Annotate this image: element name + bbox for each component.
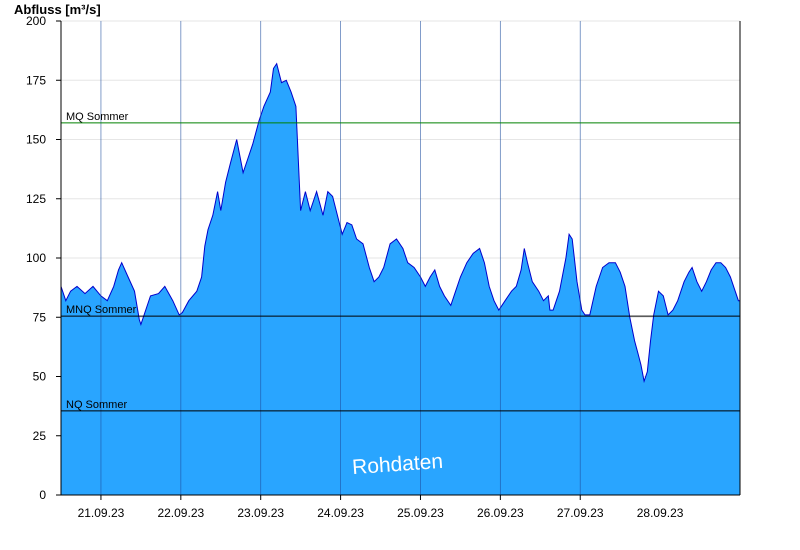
y-tick-label: 0 (39, 488, 46, 502)
y-tick-label: 100 (26, 251, 46, 265)
x-tick-label: 25.09.23 (397, 506, 444, 520)
plot-area: MQ Sommer MNQ Sommer NQ Sommer 0 25 50 75 100 12… (26, 14, 741, 520)
y-tick-label: 125 (26, 192, 46, 206)
y-axis-label: Abfluss [m³/s] (14, 2, 101, 17)
y-tick-label: 50 (33, 370, 47, 384)
y-tick-label: 75 (33, 310, 47, 324)
x-tick-label: 28.09.23 (637, 506, 684, 520)
x-tick-label: 24.09.23 (317, 506, 364, 520)
x-tick-label: 23.09.23 (237, 506, 284, 520)
discharge-area (61, 63, 740, 495)
y-tick-label: 25 (33, 429, 47, 443)
y-tick-label: 200 (26, 14, 46, 28)
discharge-line (60, 62, 740, 384)
x-tick-label: 26.09.23 (477, 506, 524, 520)
y-tick-label: 175 (26, 73, 46, 87)
reference-line-label: NQ Sommer (66, 399, 127, 411)
x-tick-label: 21.09.23 (78, 506, 125, 520)
y-tick-label: 150 (26, 133, 46, 147)
reference-line-label: MNQ Sommer (66, 304, 137, 316)
x-tick-label: 22.09.23 (157, 506, 204, 520)
x-tick-label: 27.09.23 (557, 506, 604, 520)
reference-line-label: MQ Sommer (66, 111, 129, 123)
